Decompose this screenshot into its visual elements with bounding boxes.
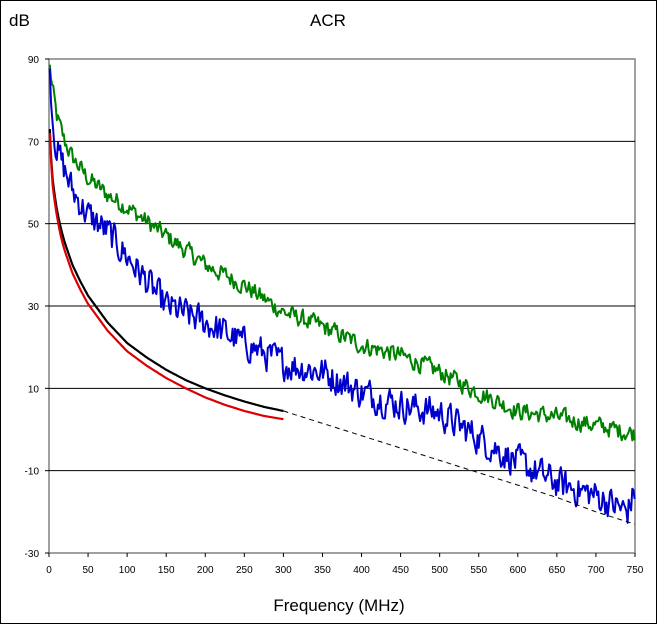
x-tick-label: 500: [431, 565, 448, 576]
x-tick-label: 550: [470, 565, 487, 576]
chart-title: ACR: [310, 11, 346, 30]
series-line-3: [48, 128, 284, 413]
x-tick-label: 50: [83, 565, 95, 576]
x-tick-label: 0: [46, 565, 52, 576]
x-tick-label: 750: [627, 565, 644, 576]
x-tick-label: 150: [158, 565, 175, 576]
series-line-1: [48, 64, 636, 442]
series-group: [48, 64, 636, 525]
x-tick-label: 200: [197, 565, 214, 576]
x-axis-title: Frequency (MHz): [273, 596, 404, 615]
x-tick-label: 650: [549, 565, 566, 576]
x-tick-label: 350: [314, 565, 331, 576]
y-tick-label: 10: [28, 384, 40, 395]
y-tick-label: 50: [28, 220, 40, 231]
y-tick-label: -10: [25, 467, 40, 478]
series-line-2: [48, 68, 636, 524]
x-tick-label: 400: [353, 565, 370, 576]
y-tick-label: 30: [28, 302, 40, 313]
y-tick-label: -30: [25, 549, 40, 560]
y-tick-label: 70: [28, 137, 40, 148]
series-line-4: [48, 133, 284, 421]
x-tick-label: 600: [509, 565, 526, 576]
x-tick-label: 450: [392, 565, 409, 576]
series-line-5: [283, 410, 636, 525]
y-tick-label: 90: [28, 55, 40, 66]
axis-ticks: -30 -10 10 30 50 70 90 0 50 100 150 200 250 300 350 400…: [25, 55, 644, 576]
x-tick-label: 700: [588, 565, 605, 576]
x-tick-label: 100: [119, 565, 136, 576]
x-tick-label: 300: [275, 565, 292, 576]
x-tick-label: 250: [236, 565, 253, 576]
y-axis-label: dB: [9, 11, 30, 30]
